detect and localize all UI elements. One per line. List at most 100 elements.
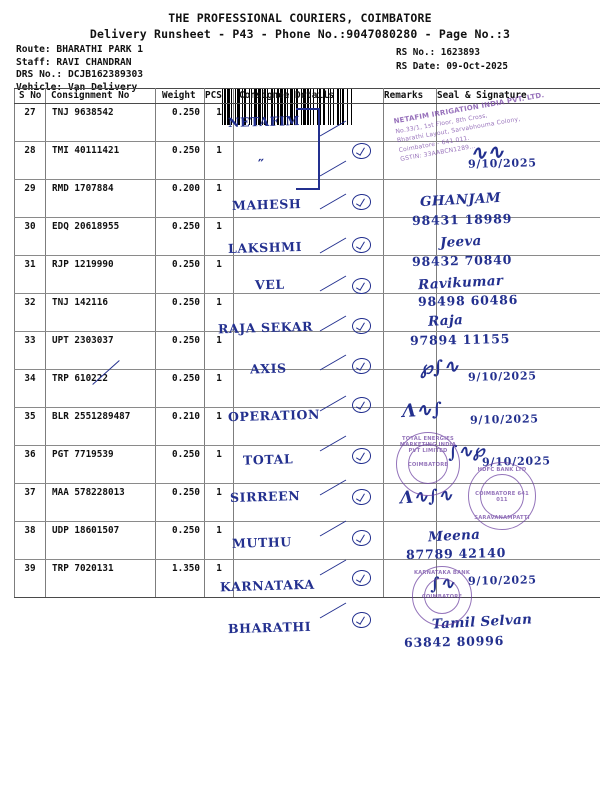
cell-pcs-text: 1 [216, 259, 222, 270]
cell-pcs-text: 1 [216, 183, 222, 194]
table-row: 30 EDQ 20618955 0.250 1 [14, 217, 600, 256]
table-row: 38 UDP 18601507 0.250 1 [14, 521, 600, 560]
page-subtitle: Delivery Runsheet - P43 - Phone No.:9047… [89, 27, 511, 41]
cell-sno-text: 28 [24, 145, 36, 156]
staff-label: Staff: RAVI CHANDRAN [16, 56, 132, 68]
cell-consignment-text: UPT 2303037 [52, 335, 114, 346]
cell-remarks [383, 179, 437, 218]
table-row: 37 MAA 578228013 0.250 1 [14, 483, 600, 522]
rs-no-label: RS No.: 1623893 [396, 47, 480, 58]
cell-consignment-text: TRP 7020131 [52, 563, 114, 574]
route-label: Route: BHARATHI PARK 1 [16, 44, 144, 55]
cell-pcs-text: 1 [216, 411, 222, 422]
signature-name: Tamil Selvan [431, 611, 533, 633]
cell-sno-text: 36 [24, 449, 36, 460]
cell-consignee [233, 331, 384, 370]
table-header: S No Consignment No Weight PCS Consignee… [14, 88, 600, 104]
cell-consignment: MAA 578228013 [45, 483, 156, 522]
cell-weight-text: 1.350 [172, 563, 200, 574]
cell-consignee [233, 445, 384, 484]
page-title: THE PROFESSIONAL COURIERS, COIMBATORE [168, 11, 432, 25]
cell-consignment: UDP 18601507 [45, 521, 156, 560]
cell-weight-text: 0.250 [172, 259, 200, 270]
cell-pcs: 1 [204, 103, 234, 142]
cell-pcs-text: 1 [216, 373, 222, 384]
cell-consignee [233, 559, 384, 598]
cell-pcs: 1 [204, 407, 234, 446]
cell-consignment: TRP 610222 [45, 369, 156, 408]
cell-weight: 0.250 [155, 369, 205, 408]
cell-consignment: BLR 2551289487 [45, 407, 156, 446]
cell-remarks [383, 483, 437, 522]
cell-consignee [233, 521, 384, 560]
cell-consignee [233, 369, 384, 408]
cell-seal [436, 445, 600, 484]
cell-sno: 27 [14, 103, 46, 142]
cell-weight: 0.250 [155, 483, 205, 522]
cell-sno: 33 [14, 331, 46, 370]
cell-sno: 30 [14, 217, 46, 256]
cell-sno-text: 38 [24, 525, 36, 536]
cell-seal [436, 217, 600, 256]
cell-seal [436, 407, 600, 446]
cell-pcs: 1 [204, 559, 234, 598]
cell-weight: 0.250 [155, 293, 205, 332]
table-row: 33 UPT 2303037 0.250 1 [14, 331, 600, 370]
cell-consignment-text: RJP 1219990 [52, 259, 114, 270]
cell-sno: 37 [14, 483, 46, 522]
cell-sno: 35 [14, 407, 46, 446]
table-row: 39 TRP 7020131 1.350 1 [14, 559, 600, 598]
cell-seal [436, 179, 600, 218]
cell-sno-text: 30 [24, 221, 36, 232]
cell-consignment: TNJ 9638542 [45, 103, 156, 142]
cell-pcs: 1 [204, 255, 234, 294]
cell-consignment-text: BLR 2551289487 [52, 411, 131, 422]
cell-consignment-text: EDQ 20618955 [52, 221, 120, 232]
header-meta-right: RS No.: 1623893 RS Date: 09-Oct-2025 [396, 46, 508, 73]
cell-pcs: 1 [204, 293, 234, 332]
cell-weight-text: 0.250 [172, 373, 200, 384]
cell-sno: 29 [14, 179, 46, 218]
cell-remarks [383, 255, 437, 294]
cell-weight-text: 0.250 [172, 335, 200, 346]
cell-sno: 36 [14, 445, 46, 484]
table-row: 27 TNJ 9638542 0.250 1 [14, 103, 600, 142]
cell-pcs-text: 1 [216, 525, 222, 536]
cell-consignment-text: UDP 18601507 [52, 525, 120, 536]
cell-pcs: 1 [204, 331, 234, 370]
header-meta-left: Route: BHARATHI PARK 1 Staff: RAVI CHAND… [16, 44, 143, 94]
col-header-sno: S No [14, 88, 46, 104]
cell-sno: 32 [14, 293, 46, 332]
cell-consignment-text: TNJ 142116 [52, 297, 108, 308]
cell-remarks [383, 331, 437, 370]
cell-weight-text: 0.250 [172, 107, 200, 118]
cell-weight-text: 0.210 [172, 411, 200, 422]
cell-sno-text: 33 [24, 335, 36, 346]
table-body: 27 TNJ 9638542 0.250 1 28 TMI 40111421 0.250 1 2… [14, 103, 600, 598]
cell-sno-text: 34 [24, 373, 36, 384]
cell-consignment: TRP 7020131 [45, 559, 156, 598]
cell-remarks [383, 521, 437, 560]
cell-sno-text: 32 [24, 297, 36, 308]
rs-date-label: RS Date: 09-Oct-2025 [396, 60, 508, 72]
cell-consignment: PGT 7719539 [45, 445, 156, 484]
cell-pcs-text: 1 [216, 487, 222, 498]
cell-consignee [233, 255, 384, 294]
cell-sno-text: 31 [24, 259, 36, 270]
cell-sno-text: 39 [24, 563, 36, 574]
table-row: 31 RJP 1219990 0.250 1 [14, 255, 600, 294]
col-header-consignment: Consignment No [45, 88, 156, 104]
cell-pcs: 1 [204, 445, 234, 484]
cell-consignment-text: PGT 7719539 [52, 449, 114, 460]
cell-pcs-text: 1 [216, 145, 222, 156]
col-header-consignee: Consignee Details [233, 88, 384, 104]
cell-pcs-text: 1 [216, 297, 222, 308]
cell-consignee [233, 103, 384, 142]
cell-consignment: TNJ 142116 [45, 293, 156, 332]
cell-weight: 0.250 [155, 331, 205, 370]
cell-seal [436, 293, 600, 332]
cell-sno: 39 [14, 559, 46, 598]
cell-weight-text: 0.250 [172, 487, 200, 498]
cell-consignment: UPT 2303037 [45, 331, 156, 370]
